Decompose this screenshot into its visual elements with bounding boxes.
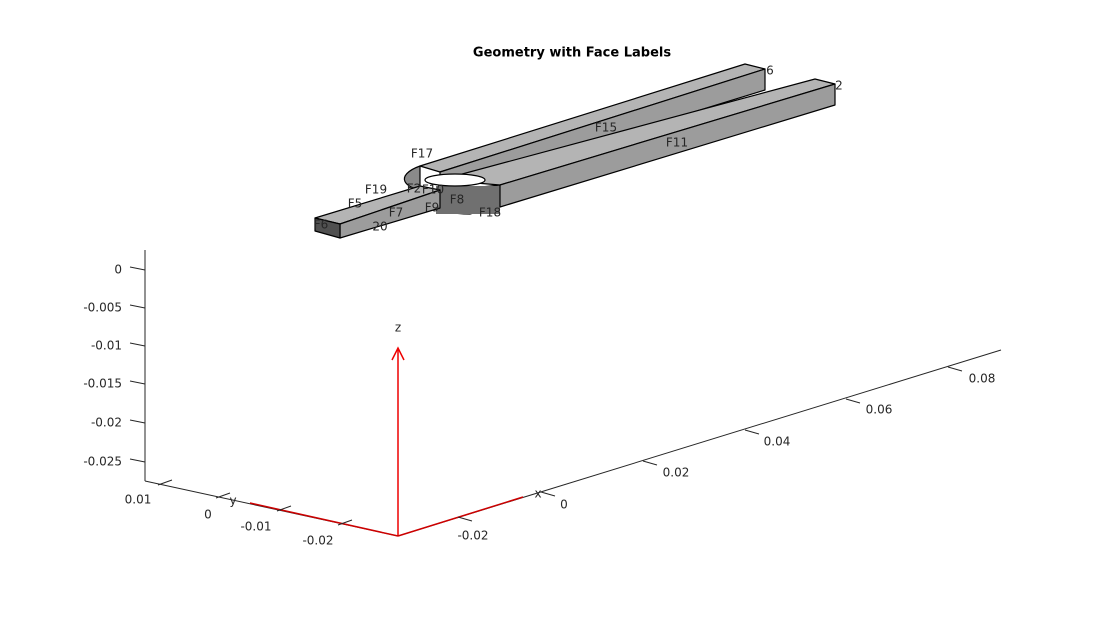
triad-x	[397, 496, 524, 537]
handle-end	[314, 217, 341, 239]
z-tick	[129, 266, 146, 271]
z-tick-label: -0.01	[91, 339, 122, 353]
x-tick	[642, 460, 658, 466]
z-tick	[129, 419, 146, 424]
x-tick	[947, 366, 963, 372]
z-tick	[129, 304, 146, 309]
z-tick-label: -0.025	[83, 455, 122, 469]
y-tick-label: -0.01	[240, 520, 271, 534]
y-axis-label: y	[229, 494, 236, 508]
face-label: F6	[314, 218, 329, 232]
x-tick-label: 0	[560, 498, 568, 512]
y-tick-label: -0.02	[302, 534, 333, 548]
z-tick-label: 0	[114, 263, 122, 277]
title: Geometry with Face Labels	[473, 46, 671, 61]
face-label: F11	[666, 136, 688, 150]
ticks: 0 -0.005 -0.01 -0.015 -0.02 -0.025 -0.02 0 0.02 0…	[83, 263, 995, 548]
x-tick-label: -0.02	[457, 529, 488, 543]
z-tick	[129, 380, 146, 385]
face-label: F8	[450, 193, 465, 207]
face-label: 20	[372, 220, 387, 234]
y-tick-label: 0	[204, 508, 212, 522]
x-tick-label: 0.04	[764, 435, 791, 449]
z-tick-label: -0.015	[83, 377, 122, 391]
triad-y	[249, 502, 399, 537]
bend-shade	[436, 186, 500, 214]
face-label: F15	[595, 121, 617, 135]
face-label: F17	[411, 147, 433, 161]
geometry	[314, 63, 836, 239]
prong-side	[499, 83, 836, 208]
x-tick	[845, 398, 861, 404]
y-tick	[276, 505, 292, 512]
z-tick-label: -0.005	[83, 301, 122, 315]
face-label: F5	[348, 197, 363, 211]
face-label: F9	[425, 201, 440, 215]
face-label: F2	[407, 182, 422, 196]
triad: z x y	[229, 321, 542, 537]
face-label: F7	[389, 206, 404, 220]
x-tick-label: 0.06	[866, 403, 893, 417]
y-tick	[157, 479, 173, 486]
y-tick	[337, 519, 353, 526]
x-tick-label: 0.02	[663, 466, 690, 480]
x-tick-label: 0.08	[969, 372, 996, 386]
x-tick	[540, 491, 556, 497]
y-tick-label: 0.01	[125, 493, 152, 507]
z-tick	[129, 342, 146, 347]
z-tick	[129, 458, 146, 463]
face-label: F10	[422, 183, 444, 197]
x-tick	[744, 429, 760, 435]
bend-gap	[424, 173, 486, 187]
face-label: 6	[766, 64, 774, 78]
face-label: F19	[365, 183, 387, 197]
triad-z-head	[391, 346, 405, 361]
face-label: 2	[835, 79, 843, 93]
z-tick-label: -0.02	[91, 416, 122, 430]
x-axis-label: x	[534, 487, 541, 501]
y-tick	[215, 492, 231, 499]
x-tick	[457, 516, 473, 522]
face-label: F18	[479, 206, 501, 220]
z-axis-label: z	[395, 321, 401, 335]
